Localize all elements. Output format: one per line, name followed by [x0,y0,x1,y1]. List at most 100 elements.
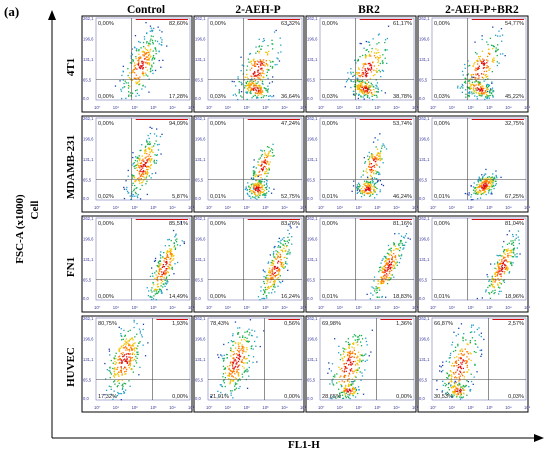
event-point [118,362,120,364]
event-point [134,184,136,187]
event-point [126,190,129,192]
event-point [231,372,233,374]
event-point [133,162,135,164]
event-point [166,261,168,263]
event-point [355,376,357,378]
event-point [167,268,169,270]
event-point [256,194,258,197]
event-point [266,74,268,77]
event-point [164,282,166,284]
event-point [458,327,460,329]
event-point [265,170,268,172]
event-point [490,263,492,265]
event-point [241,359,243,361]
event-point [364,183,366,185]
quadrant-lower-right-percent: 67,25% [505,194,524,200]
event-point [376,291,378,294]
event-point [266,156,268,159]
event-point [119,358,121,360]
event-point [507,255,509,257]
x-tick-label: 10¹ [337,205,344,210]
event-point [475,77,477,79]
event-point [376,157,378,159]
event-point [171,266,173,269]
event-point [516,256,518,258]
event-point [257,77,259,79]
event-point [258,180,260,182]
event-point [498,30,500,32]
event-point [457,345,459,347]
event-point [260,86,263,88]
event-point [150,55,152,57]
x-tick-label: 10³ [374,105,381,110]
event-point [260,64,262,67]
event-point [364,162,366,164]
event-point [273,268,275,270]
event-point [497,273,499,275]
event-point [265,186,268,189]
event-point [123,354,126,356]
event-point [355,71,358,74]
event-point [156,154,158,156]
event-point [270,155,272,157]
event-point [477,63,479,65]
event-point [140,67,142,69]
x-tick-label: 10⁵ [412,405,419,410]
event-point [356,73,358,75]
event-point [260,92,262,94]
event-point [483,59,485,61]
event-point [245,340,247,342]
event-point [489,177,492,179]
event-point [288,239,290,241]
event-point [235,365,237,368]
event-point [115,368,117,370]
event-point [136,92,138,95]
event-point [470,359,472,362]
event-point [489,285,491,287]
event-point [126,186,128,189]
event-point [478,92,481,95]
event-point [502,53,504,55]
event-point [359,42,361,45]
event-point [254,74,257,77]
event-point [230,355,232,357]
event-point [376,164,378,166]
event-point [397,243,400,245]
event-point [144,146,147,148]
event-point [379,289,381,291]
x-tick-label: 10² [132,205,139,210]
event-point [129,359,131,361]
event-point [278,252,280,254]
event-point [459,375,461,377]
event-point [366,180,368,182]
event-point [258,174,260,176]
event-point [442,380,444,382]
event-point [272,76,274,78]
event-point [368,97,371,99]
event-point [135,58,137,60]
event-point [129,338,131,340]
event-point [138,62,140,64]
event-point [480,192,482,195]
event-point [255,188,257,191]
event-point [458,364,460,366]
x-tick-label: 10³ [486,405,493,410]
event-point [344,394,346,396]
event-point [488,85,490,87]
event-point [363,98,365,100]
event-point [256,74,259,76]
event-point [228,368,230,371]
event-point [135,180,137,182]
event-point [362,170,365,172]
event-point [352,185,355,187]
event-point [351,388,354,390]
event-point [276,57,278,59]
event-point [457,388,459,390]
event-point [480,335,482,338]
event-point [477,190,479,193]
event-point [112,367,114,370]
event-point [148,53,150,55]
event-point [353,93,355,95]
event-point [374,197,376,199]
event-point [473,376,475,378]
